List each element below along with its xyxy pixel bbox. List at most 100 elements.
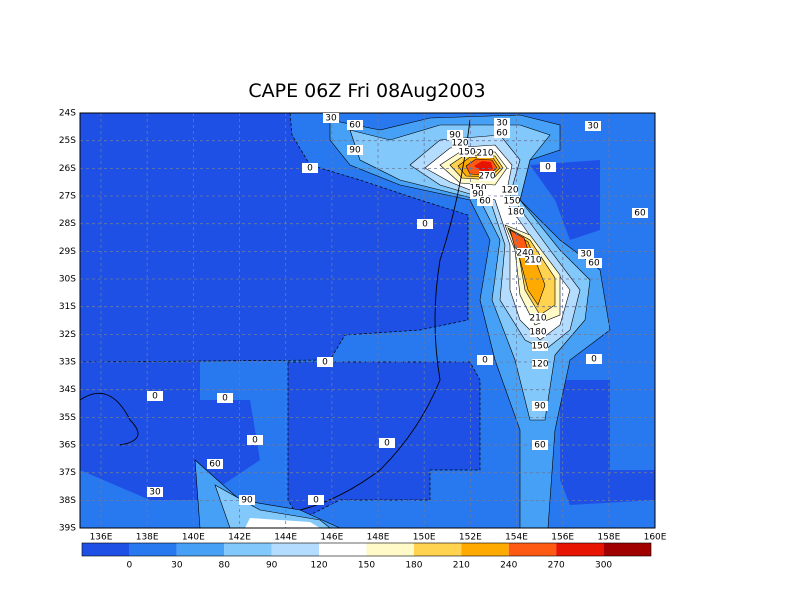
colorbar-label: 0: [127, 561, 133, 571]
contour-label-bg: [147, 487, 163, 497]
contour-label: 0: [252, 436, 258, 446]
contour-label: 60: [479, 197, 491, 207]
colorbar-label: 270: [548, 561, 565, 571]
contour-label-bg: [494, 118, 510, 128]
lat-label: 37S: [59, 468, 76, 478]
colorbar-label: 80: [219, 561, 231, 571]
colorbar: 0 30 80 90 120 150 180 210 240 270 300: [81, 542, 652, 571]
contour-label: 60: [496, 129, 508, 139]
contour-label-bg: [586, 354, 602, 364]
contour-label: 60: [534, 441, 546, 451]
contour-label: 30: [496, 119, 508, 129]
contour-label: 0: [313, 496, 319, 506]
contour-label-bg: [459, 147, 475, 157]
contour-label-bg: [347, 120, 363, 130]
lon-label: 148E: [367, 533, 390, 543]
contour-label-bg: [217, 393, 233, 403]
contour-label: 210: [529, 314, 546, 324]
colorbar-box: [413, 543, 462, 556]
contour-label-bg: [508, 207, 524, 217]
level-120-150: [245, 518, 320, 528]
colorbar-label: 210: [453, 561, 470, 571]
contour-label: 90: [349, 146, 361, 156]
lon-label: 142E: [228, 533, 251, 543]
lat-label: 28S: [59, 219, 76, 229]
contour-label: 30: [325, 114, 337, 124]
contour-label-bg: [452, 138, 468, 148]
contour-label-bg: [494, 128, 510, 138]
contour-label: 150: [531, 342, 548, 352]
contour-label-bg: [532, 341, 548, 351]
contour-label-bg: [470, 189, 486, 199]
contour-label-bg: [207, 459, 223, 469]
lon-label: 138E: [136, 533, 159, 543]
lon-label: 160E: [644, 533, 667, 543]
contour-label: 180: [507, 208, 524, 218]
level-270-300: [474, 161, 493, 173]
lat-label: 33S: [59, 358, 76, 368]
contour-label: 90: [241, 496, 253, 506]
contour-label: 0: [422, 220, 428, 230]
contour-label-bg: [477, 196, 493, 206]
lat-label: 38S: [59, 496, 76, 506]
contour-label-bg: [502, 185, 518, 195]
lon-label: 140E: [182, 533, 205, 543]
lat-label: 31S: [59, 302, 76, 312]
contour-label: 150: [469, 184, 486, 194]
contour-label: 120: [451, 139, 468, 149]
contour-label: 0: [322, 358, 328, 368]
colorbar-box: [224, 543, 272, 556]
contour-label-bg: [530, 313, 546, 323]
contour-label-bg: [302, 163, 318, 173]
contour-label: 0: [545, 163, 551, 173]
contour-label: 150: [503, 197, 520, 207]
contour-label-bg: [530, 327, 546, 337]
colorbar-label: 300: [595, 561, 612, 571]
lat-label: 32S: [59, 330, 76, 340]
lat-label: 30S: [59, 275, 76, 285]
contour-label: 60: [349, 121, 361, 131]
colorbar-box: [129, 543, 177, 556]
lat-label: 26S: [59, 164, 76, 174]
contour-label-bg: [578, 249, 594, 259]
contour-label: 0: [152, 392, 158, 402]
lat-label: 36S: [59, 441, 76, 451]
colorbar-box: [366, 543, 414, 556]
lon-label: 146E: [320, 533, 343, 543]
colorbar-box: [319, 543, 367, 556]
colorbar-box: [508, 543, 557, 556]
level-60-90: [349, 124, 591, 421]
contour-label-bg: [308, 495, 324, 505]
contour-label: 0: [482, 356, 488, 366]
colorbar-box: [176, 543, 225, 556]
contour-label-bg: [586, 258, 602, 268]
contour-label-bg: [532, 401, 548, 411]
lon-label: 152E: [459, 533, 482, 543]
contour-label-bg: [417, 219, 433, 229]
contour-label-bg: [247, 435, 263, 445]
contour-label-bg: [525, 255, 541, 265]
contour-label: 60: [588, 259, 600, 269]
colorbar-box: [271, 543, 320, 556]
colorbar-box: [461, 543, 509, 556]
grid: 24S 25S 26S 27S 28S 29S 30S 31S 32S 33S 34S 35S 36S 3…: [59, 109, 667, 543]
colorbar-label: 150: [358, 561, 375, 571]
contour-label-bg: [147, 391, 163, 401]
lat-label: 34S: [59, 385, 76, 395]
colorbar-label: 240: [500, 561, 517, 571]
lon-label: 158E: [597, 533, 620, 543]
colorbar-label: 90: [266, 561, 278, 571]
colorbar-frame: [81, 542, 652, 557]
contour-label: 210: [476, 149, 493, 159]
lat-label: 25S: [59, 136, 76, 146]
colorbar-box: [603, 543, 651, 556]
title: CAPE 06Z Fri 08Aug2003: [248, 80, 485, 102]
contour-label-bg: [585, 121, 601, 131]
contour-label-bg: [532, 359, 548, 369]
contour-label-bg: [532, 440, 548, 450]
colorbar-label: 30: [171, 561, 183, 571]
contour-label-bg: [477, 355, 493, 365]
lat-label: 27S: [59, 192, 76, 202]
contour-label: 180: [529, 328, 546, 338]
